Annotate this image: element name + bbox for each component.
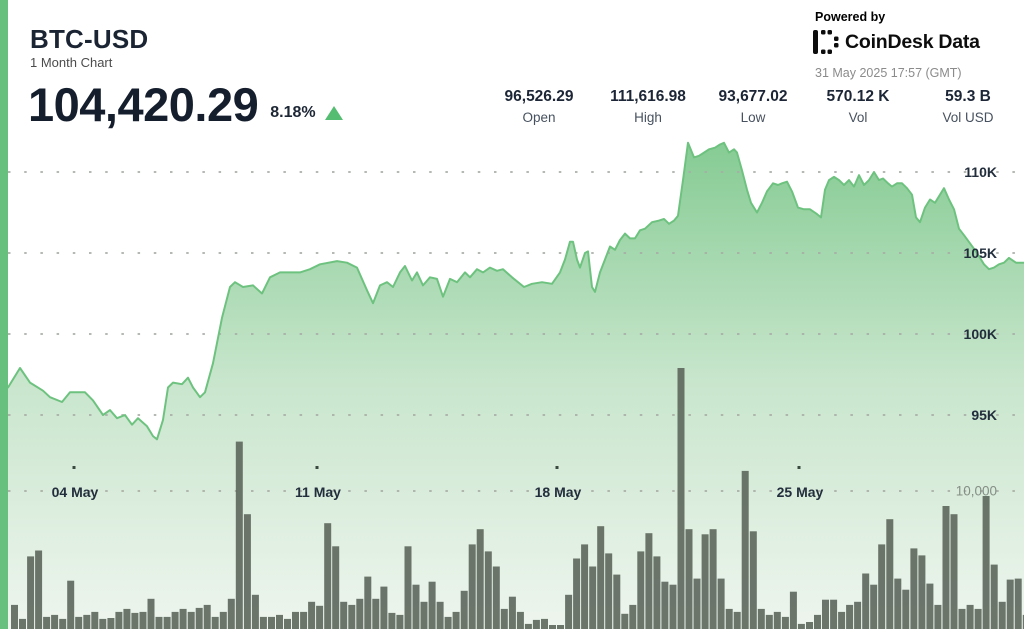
last-updated-timestamp: 31 May 2025 17:57 (GMT) [815, 66, 962, 80]
coindesk-icon [813, 30, 839, 55]
up-triangle-icon [324, 106, 343, 121]
powered-by-label: Powered by [815, 10, 886, 24]
symbol-title: BTC-USD [30, 24, 149, 54]
y-axis-label-100k: 100K [963, 326, 997, 342]
stat-volume: 570.12 K Vol [827, 88, 890, 125]
price-change-percent: 8.18% [270, 104, 316, 122]
price-row: 104,420.29 8.18% [28, 80, 343, 129]
stat-open: 96,526.29 Open [505, 88, 574, 125]
brand-name: CoinDesk [845, 31, 934, 53]
brand-suffix: Data [938, 31, 980, 53]
stat-volume-usd-label: Vol USD [942, 110, 994, 125]
stat-low-label: Low [740, 110, 766, 125]
y-axis-label-110k: 110K [964, 164, 997, 180]
chart-period-subtitle: 1 Month Chart [30, 55, 113, 70]
x-axis-label-11-may: 11 May [295, 484, 341, 500]
y-axis-label-95k: 95K [971, 407, 997, 423]
stat-open-value: 96,526.29 [504, 88, 574, 105]
left-accent-bar [0, 0, 8, 629]
stat-volume-value: 570.12 K [826, 88, 890, 105]
x-axis-label-18-may: 18 May [534, 484, 582, 500]
y-axis-label-105k: 105K [963, 245, 997, 261]
stat-volume-usd: 59.3 B Vol USD [942, 88, 993, 125]
stat-high-label: High [634, 110, 662, 125]
coindesk-data-logo[interactable]: CoinDesk Data [813, 30, 980, 55]
stat-low: 93,677.02 Low [719, 88, 788, 125]
stat-volume-label: Vol [848, 110, 868, 125]
current-price: 104,420.29 [28, 78, 259, 131]
stat-low-value: 93,677.02 [718, 88, 788, 105]
volume-axis-label: 10,000 [955, 483, 997, 499]
stat-open-label: Open [522, 110, 556, 125]
stat-high: 111,616.98 High [610, 88, 686, 125]
x-axis-label-04-may: 04 May [51, 484, 99, 500]
stat-volume-usd-value: 59.3 B [945, 88, 991, 105]
x-axis-label-25-may: 25 May [776, 484, 824, 500]
stat-high-value: 111,616.98 [610, 88, 686, 105]
